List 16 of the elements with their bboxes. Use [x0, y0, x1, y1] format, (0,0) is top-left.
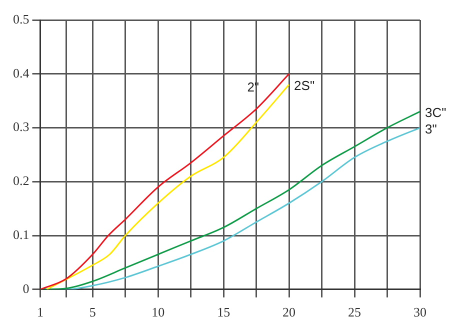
y-tick-label: 0.3 [13, 119, 30, 134]
x-tick-label: 1 [37, 304, 44, 320]
x-tick-label: 25 [348, 304, 362, 320]
x-tick-label: 15 [217, 304, 230, 320]
series-label: 3C" [425, 105, 447, 120]
y-tick-label: 0.4 [13, 65, 30, 80]
y-tick-label: 0.1 [13, 226, 30, 242]
series-label: 3" [425, 121, 438, 136]
x-tick-label: 10 [152, 304, 165, 320]
y-tick-label: 0 [22, 280, 30, 296]
x-tick-label: 30 [414, 304, 426, 320]
x-tick-label: 5 [89, 304, 96, 320]
y-tick-label: 0.2 [13, 173, 30, 188]
x-tick-label: 20 [282, 304, 296, 320]
y-tick-label: 0.5 [13, 11, 30, 26]
series-label: 2S" [294, 78, 315, 94]
